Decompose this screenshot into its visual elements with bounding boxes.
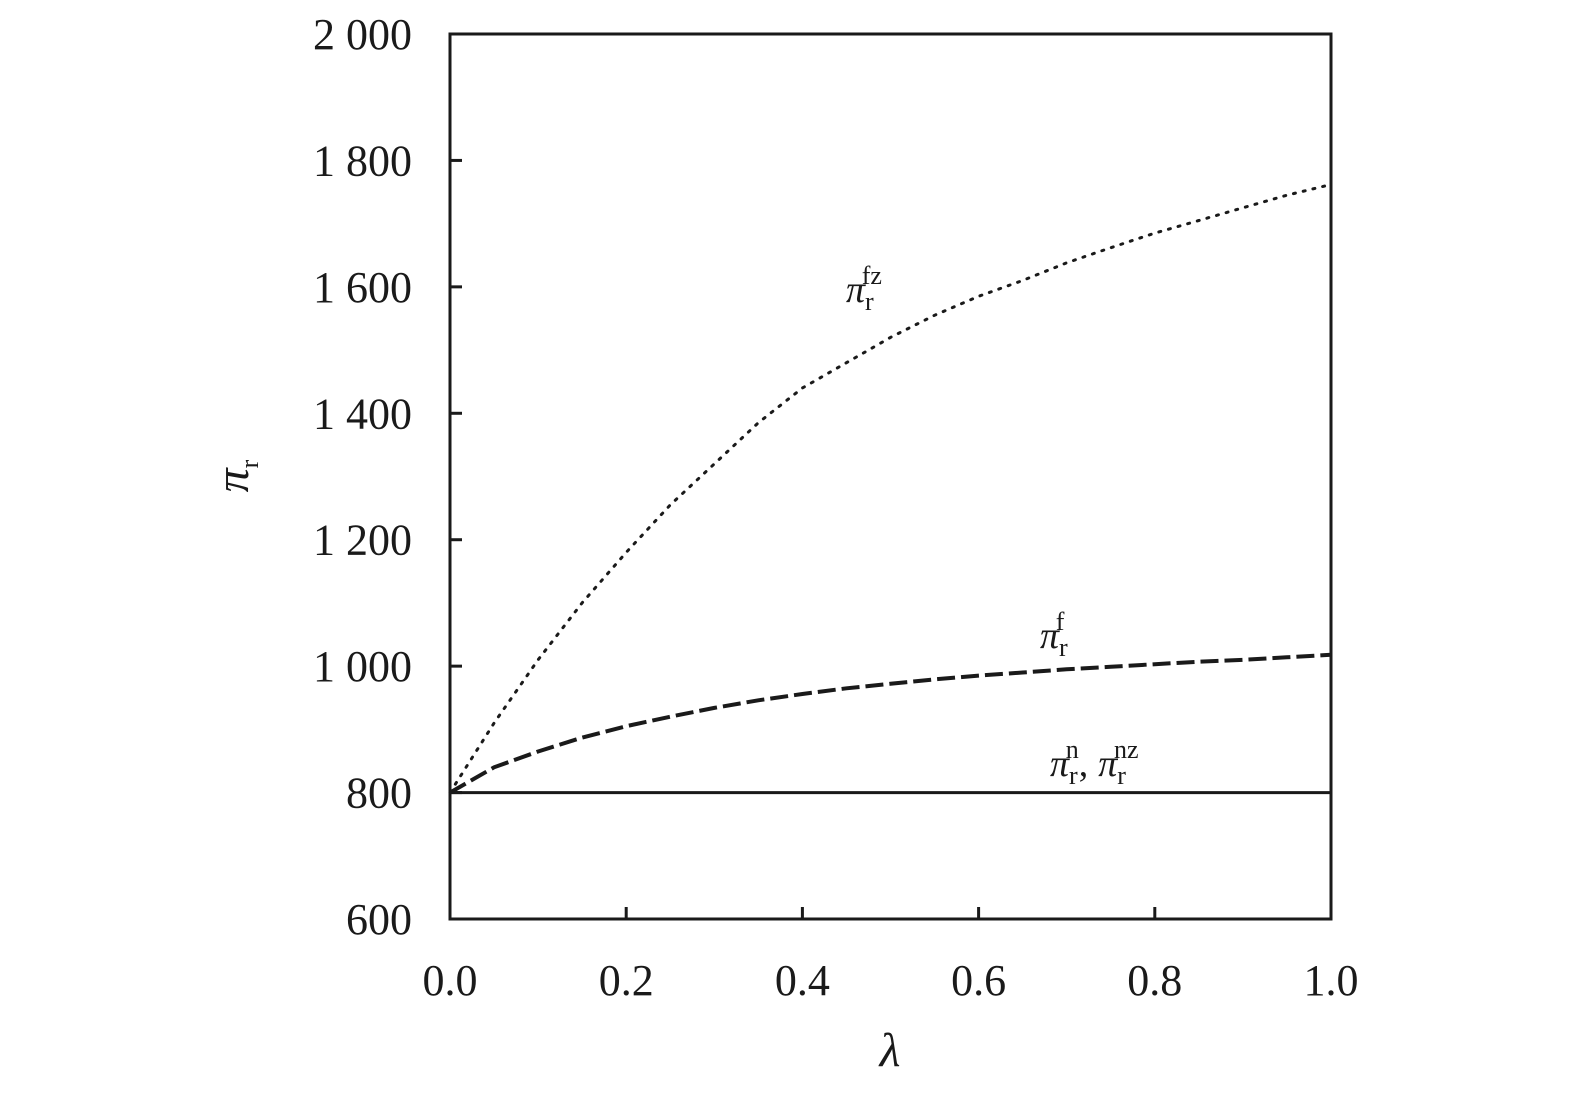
y-tick-label: 2 000 [313,10,412,59]
plot-frame [448,32,1333,921]
y-axis-ticks: 600 800 1 000 1 200 1 400 1 600 1 800 2 000 [313,10,462,944]
y-tick-label: 1 600 [313,263,412,312]
y-axis-title-sub: r [235,459,264,468]
series-lines [448,183,1333,795]
x-tick-label: 0.0 [423,956,478,1005]
annotation-pi-r-fz: πrfz [846,261,882,316]
x-tick-label: 1.0 [1304,956,1359,1005]
y-tick-label: 1 000 [313,642,412,691]
y-tick-label: 600 [346,895,412,944]
svg-text:πr: πr [206,459,264,492]
x-tick-label: 0.2 [599,956,654,1005]
y-tick-label: 1 800 [313,136,412,185]
y-tick-label: 1 200 [313,516,412,565]
y-tick-label: 1 400 [313,389,412,438]
x-tick-label: 0.4 [775,956,830,1005]
x-tick-label: 0.8 [1127,956,1182,1005]
y-axis-title-base: π [206,466,259,492]
series-line-pi-r-f [449,652,1332,795]
x-axis-title: λ [878,1024,901,1077]
annotation-pi-r-f: πrf [1040,607,1068,662]
series-line-pi-r-fz [448,183,1333,795]
x-axis-ticks: 0.0 0.2 0.4 0.6 0.8 1.0 [423,907,1359,1005]
y-tick-label: 800 [346,769,412,818]
x-tick-label: 0.6 [951,956,1006,1005]
y-axis-title: πr [206,459,264,492]
annotation-pi-r-n-nz: πrn, πrnz [1050,735,1138,790]
